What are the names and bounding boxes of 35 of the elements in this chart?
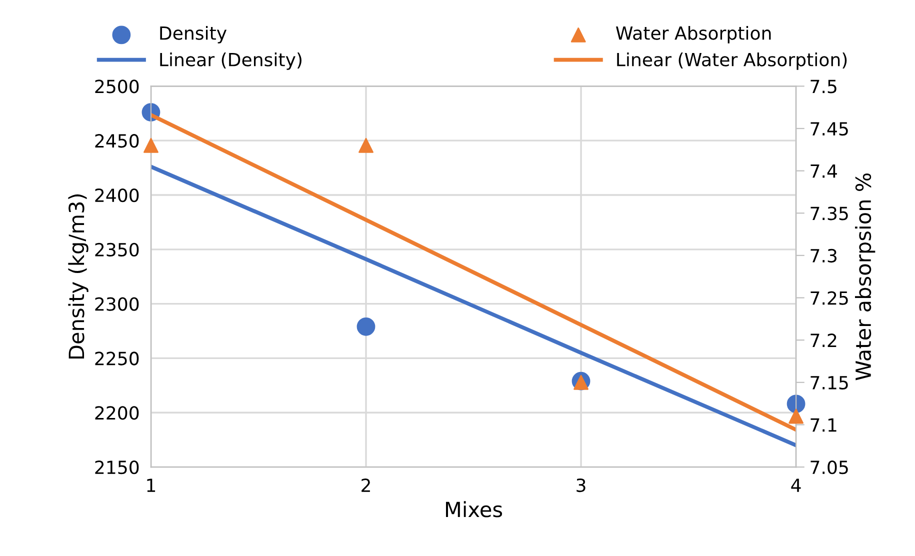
y2-tick-label: 7.1 (810, 418, 836, 432)
x-axis-title: Mixes (446, 501, 502, 518)
line-series (150, 164, 796, 448)
point (788, 408, 804, 424)
y-tick-label: 2250 (95, 352, 139, 366)
point (786, 394, 806, 414)
point (356, 317, 376, 336)
y2-tick-label: 7.35 (810, 206, 848, 220)
y-tick-label: 2400 (95, 188, 139, 202)
y2-tick-label: 7.5 (810, 80, 836, 94)
y-tick-label: 2350 (95, 242, 139, 257)
y2-tick-label: 7.05 (810, 460, 848, 474)
x-tick-label: 3 (576, 478, 586, 492)
y-tick-label: 2150 (95, 460, 139, 474)
x-tick-label: 1 (147, 478, 156, 492)
y-tick-label: 2300 (95, 297, 139, 311)
y-tick-label: 2500 (95, 80, 139, 94)
x-tick-label: 2 (362, 478, 370, 492)
y2-axis-title: Water absorpsion % (855, 173, 876, 380)
y2-tick-label: 7.4 (810, 164, 837, 178)
point (358, 138, 374, 153)
legend-label: Water Absorption (616, 26, 771, 44)
y-tick-label: 2200 (95, 406, 139, 420)
y2-tick-label: 7.45 (810, 122, 848, 136)
y-axis-title: Density (kg/m3) (68, 194, 88, 359)
x-tick-label: 4 (791, 478, 801, 492)
legend-label: Linear (Density) (160, 52, 302, 70)
y2-tick-label: 7.3 (810, 248, 837, 263)
legend-label: Density (160, 26, 227, 44)
y2-tick-label: 7.15 (810, 376, 848, 390)
point (144, 138, 158, 153)
y2-tick-label: 7.25 (810, 291, 848, 305)
y-tick-label: 2450 (95, 134, 139, 148)
legend-label: Linear (Water Absorption) (617, 52, 847, 70)
y2-tick-label: 7.2 (810, 334, 836, 347)
